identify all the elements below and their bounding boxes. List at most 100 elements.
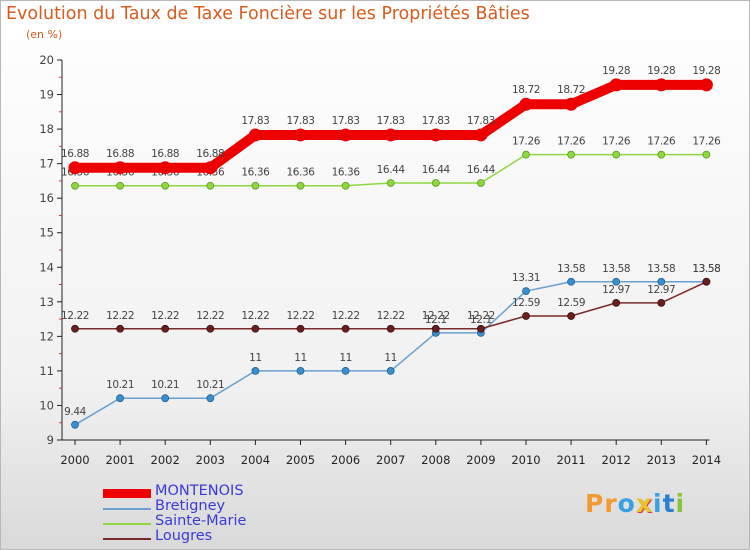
brand-letter: t [662, 489, 676, 518]
data-label: 12.22 [467, 310, 495, 322]
data-label: 12.97 [602, 284, 630, 296]
data-point [702, 277, 711, 286]
data-point [609, 78, 623, 92]
data-label: 12.97 [647, 284, 675, 296]
data-point [206, 324, 215, 333]
x-tick-label: 2004 [241, 453, 270, 467]
brand-letter: i [675, 489, 686, 518]
x-tick-label: 2006 [331, 453, 360, 467]
data-point [116, 324, 124, 333]
x-tick-label: 2007 [376, 453, 405, 467]
x-tick-label: 2008 [421, 453, 450, 467]
series-lougres: 12.22 12.22 12.22 12.22 12.22 12.22 12.22 12.22… [61, 263, 721, 333]
data-label: 12.22 [196, 310, 224, 322]
data-point [567, 150, 575, 159]
data-label: 17.83 [377, 115, 405, 127]
data-label: 13.58 [557, 263, 585, 275]
legend-label: Lougres [155, 528, 213, 544]
data-label: 17.83 [332, 115, 360, 127]
data-label: 12.59 [512, 297, 540, 309]
data-label: 17.83 [286, 115, 314, 127]
data-point [296, 181, 305, 190]
data-label: 18.72 [512, 84, 540, 96]
data-label: 13.58 [692, 263, 720, 275]
data-point [657, 277, 666, 286]
data-label: 12.22 [286, 310, 314, 322]
y-tick-label: 20 [39, 53, 54, 67]
data-label: 12.22 [332, 310, 360, 322]
data-label: 11 [339, 352, 352, 364]
data-label: 17.83 [467, 115, 495, 127]
data-point [522, 287, 530, 296]
legend-swatch [103, 508, 151, 510]
y-tick-label: 16 [39, 191, 54, 205]
series-montenois: 16.88 16.88 16.88 16.88 17.83 17.83 17.83 17.83… [61, 65, 721, 175]
data-label: 19.28 [647, 65, 675, 77]
data-point [248, 128, 262, 142]
data-label: 17.26 [557, 136, 586, 148]
series-sainte-marie: 16.3616.3616.3616.3616.3616.3616.3616.44… [61, 136, 722, 190]
data-point [657, 298, 666, 307]
data-label: 12.59 [557, 297, 585, 309]
y-tick-label: 10 [39, 398, 54, 412]
data-label: 12.1 [470, 314, 492, 326]
data-point [116, 394, 124, 403]
data-label: 17.26 [647, 136, 676, 148]
data-label: 11 [384, 352, 397, 364]
data-label: 11 [294, 352, 307, 364]
data-point [206, 181, 215, 190]
data-label: 13.58 [602, 263, 630, 275]
data-label: 16.88 [151, 148, 179, 160]
data-label: 16.44 [467, 164, 496, 176]
data-label: 12.22 [61, 310, 89, 322]
x-tick-label: 2002 [151, 453, 180, 467]
brand-letter: r [604, 489, 618, 518]
legend-swatch [103, 538, 151, 540]
data-point [657, 150, 666, 159]
data-point [203, 161, 217, 175]
data-point [431, 324, 440, 333]
legend-label: Bretigney [155, 498, 226, 514]
data-label: 16.88 [61, 148, 89, 160]
x-tick-label: 2014 [692, 453, 721, 467]
chart-title: Evolution du Taux de Taxe Foncière sur l… [6, 4, 530, 24]
data-label: 13.58 [647, 263, 675, 275]
data-point [474, 128, 488, 142]
data-label: 17.83 [241, 115, 269, 127]
x-tick-label: 2003 [196, 453, 225, 467]
x-tick-label: 2010 [511, 453, 540, 467]
data-label: 13.31 [512, 272, 540, 284]
y-tick-label: 17 [39, 157, 54, 171]
brand-letter: P [585, 489, 605, 518]
data-label: 11 [249, 352, 262, 364]
data-point [522, 150, 530, 159]
data-point [68, 161, 82, 175]
data-point [431, 179, 440, 187]
data-point [71, 181, 79, 190]
data-point [113, 161, 127, 175]
data-point [296, 324, 305, 333]
x-tick-label: 2000 [60, 453, 89, 467]
data-point [206, 394, 215, 403]
data-label: 10.21 [151, 379, 179, 391]
data-label: 16.44 [377, 164, 406, 176]
data-label: 16.44 [422, 164, 451, 176]
data-point [654, 78, 668, 92]
y-axis-unit: (en %) [26, 28, 63, 41]
data-point [386, 179, 395, 187]
brand-letter: i [653, 489, 663, 518]
data-point [341, 181, 350, 190]
data-label: 16.88 [196, 148, 224, 160]
x-tick-label: 2011 [556, 453, 585, 467]
y-tick-label: 19 [39, 88, 54, 102]
data-point [116, 181, 124, 190]
data-point [386, 367, 395, 375]
data-label: 12.1 [425, 314, 447, 326]
data-label: 16.36 [332, 167, 361, 179]
data-label: 17.26 [512, 136, 541, 148]
x-tick-label: 2005 [286, 453, 315, 467]
data-label: 10.21 [106, 379, 134, 391]
data-point [384, 128, 398, 142]
data-point [251, 367, 260, 375]
